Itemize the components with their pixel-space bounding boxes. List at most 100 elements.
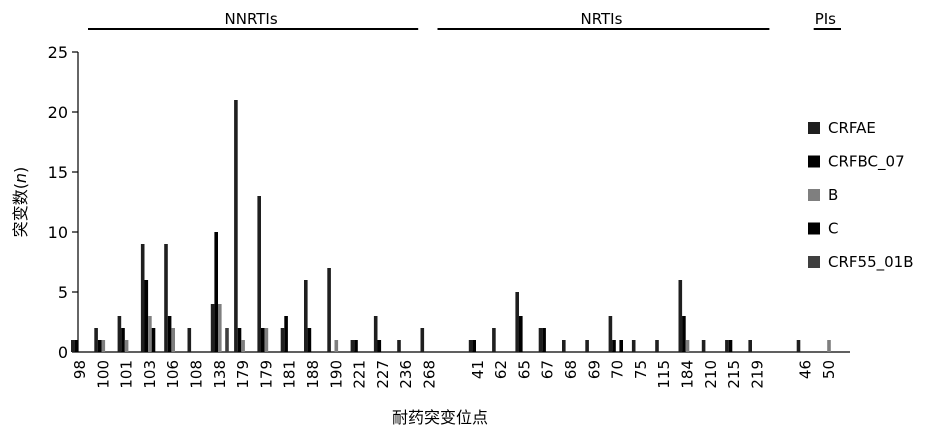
bar: [585, 340, 589, 352]
bar: [350, 340, 355, 352]
x-tick-label: 50: [820, 360, 838, 379]
x-tick-label: 108: [188, 360, 206, 389]
y-tick-label: 15: [48, 163, 68, 182]
y-tick-label: 25: [48, 43, 68, 62]
x-tick-label: 69: [585, 360, 603, 379]
bar: [377, 340, 382, 352]
bar: [234, 100, 238, 352]
bar: [827, 340, 831, 352]
bar: [304, 280, 308, 352]
bar: [237, 328, 242, 352]
y-axis-label-prefix: 突变数(: [11, 183, 30, 237]
bar: [327, 268, 331, 352]
x-tick-label: 46: [797, 360, 815, 379]
x-tick-label: 184: [679, 360, 697, 389]
x-tick-label: 179: [234, 360, 252, 389]
bar: [164, 244, 168, 352]
bar: [241, 340, 245, 352]
y-tick-label: 5: [58, 283, 68, 302]
y-tick-label: 20: [48, 103, 68, 122]
legend-label: B: [828, 186, 838, 204]
x-tick-label: 138: [211, 360, 229, 389]
x-tick-label: 106: [164, 360, 182, 389]
x-tick-label: 219: [748, 360, 766, 389]
legend-label: CRFBC_07: [828, 153, 905, 172]
group-brackets: NNRTIs NRTIs PIs: [88, 10, 841, 30]
bar: [187, 328, 192, 352]
x-tick-label: 67: [539, 360, 557, 379]
bar: [280, 328, 285, 352]
bar: [701, 340, 706, 352]
bar: [725, 340, 729, 352]
bar: [97, 340, 102, 352]
y-tick-label: 10: [48, 223, 68, 242]
bar: [71, 340, 75, 352]
bar: [562, 340, 566, 352]
bar: [151, 328, 156, 352]
legend-swatch: [808, 222, 820, 235]
x-tick-label: 268: [421, 360, 439, 389]
bar: [124, 340, 129, 352]
bar: [171, 328, 175, 352]
legend-label: C: [828, 220, 838, 238]
x-tick-label: 70: [609, 360, 627, 379]
group-label: PIs: [815, 10, 836, 28]
bar: [167, 316, 172, 352]
x-tick-label: 227: [374, 360, 392, 389]
bar: [728, 340, 733, 352]
bar: [397, 340, 401, 352]
x-tick-label: 215: [725, 360, 743, 389]
bar: [94, 328, 98, 352]
bar: [678, 280, 683, 352]
group-label: NNRTIs: [225, 10, 278, 28]
bar: [334, 340, 339, 352]
x-tick-label: 210: [702, 360, 720, 389]
bar: [210, 304, 215, 352]
bar: [225, 328, 229, 352]
x-tick-label: 41: [469, 360, 487, 379]
x-tick-label: 181: [281, 360, 299, 389]
bar: [354, 340, 358, 352]
bar: [619, 340, 623, 352]
bar: [373, 316, 378, 352]
bar: [612, 340, 616, 352]
x-tick-label: 188: [304, 360, 322, 389]
bar: [101, 340, 106, 352]
x-tick-label: 100: [94, 360, 112, 389]
bar: [538, 328, 543, 352]
bar: [218, 304, 222, 352]
x-tick-label: 101: [118, 360, 136, 389]
x-tick-label: 190: [327, 360, 345, 389]
y-axis-label-var: n: [11, 173, 30, 183]
x-tick-label: 221: [351, 360, 369, 389]
bar: [420, 328, 425, 352]
x-tick-label: 115: [655, 360, 673, 389]
bar: [748, 340, 752, 352]
bar: [257, 196, 261, 352]
bar: [796, 340, 801, 352]
y-tick-label: 0: [58, 343, 68, 362]
x-tick-label: 98: [71, 360, 89, 379]
bar: [685, 340, 690, 352]
bar: [542, 328, 546, 352]
x-tick-label: 62: [492, 360, 510, 379]
bar: [140, 244, 145, 352]
legend-label: CRFAE: [828, 119, 876, 137]
legend-swatch: [808, 122, 820, 134]
bar: [682, 316, 686, 352]
bar: [655, 340, 659, 352]
x-tick-label: 65: [515, 360, 533, 379]
legend-swatch: [808, 155, 820, 168]
bar: [468, 340, 473, 352]
bar: [284, 316, 288, 352]
x-tick-label: 179: [257, 360, 275, 389]
y-axis-label-suffix: ): [11, 167, 30, 173]
bar: [472, 340, 476, 352]
bar: [307, 328, 312, 352]
x-axis-label: 耐药突变位点: [392, 408, 488, 427]
group-label: NRTIs: [580, 10, 622, 28]
legend-swatch: [808, 189, 820, 201]
bar: [515, 292, 519, 352]
axes: [77, 52, 850, 353]
